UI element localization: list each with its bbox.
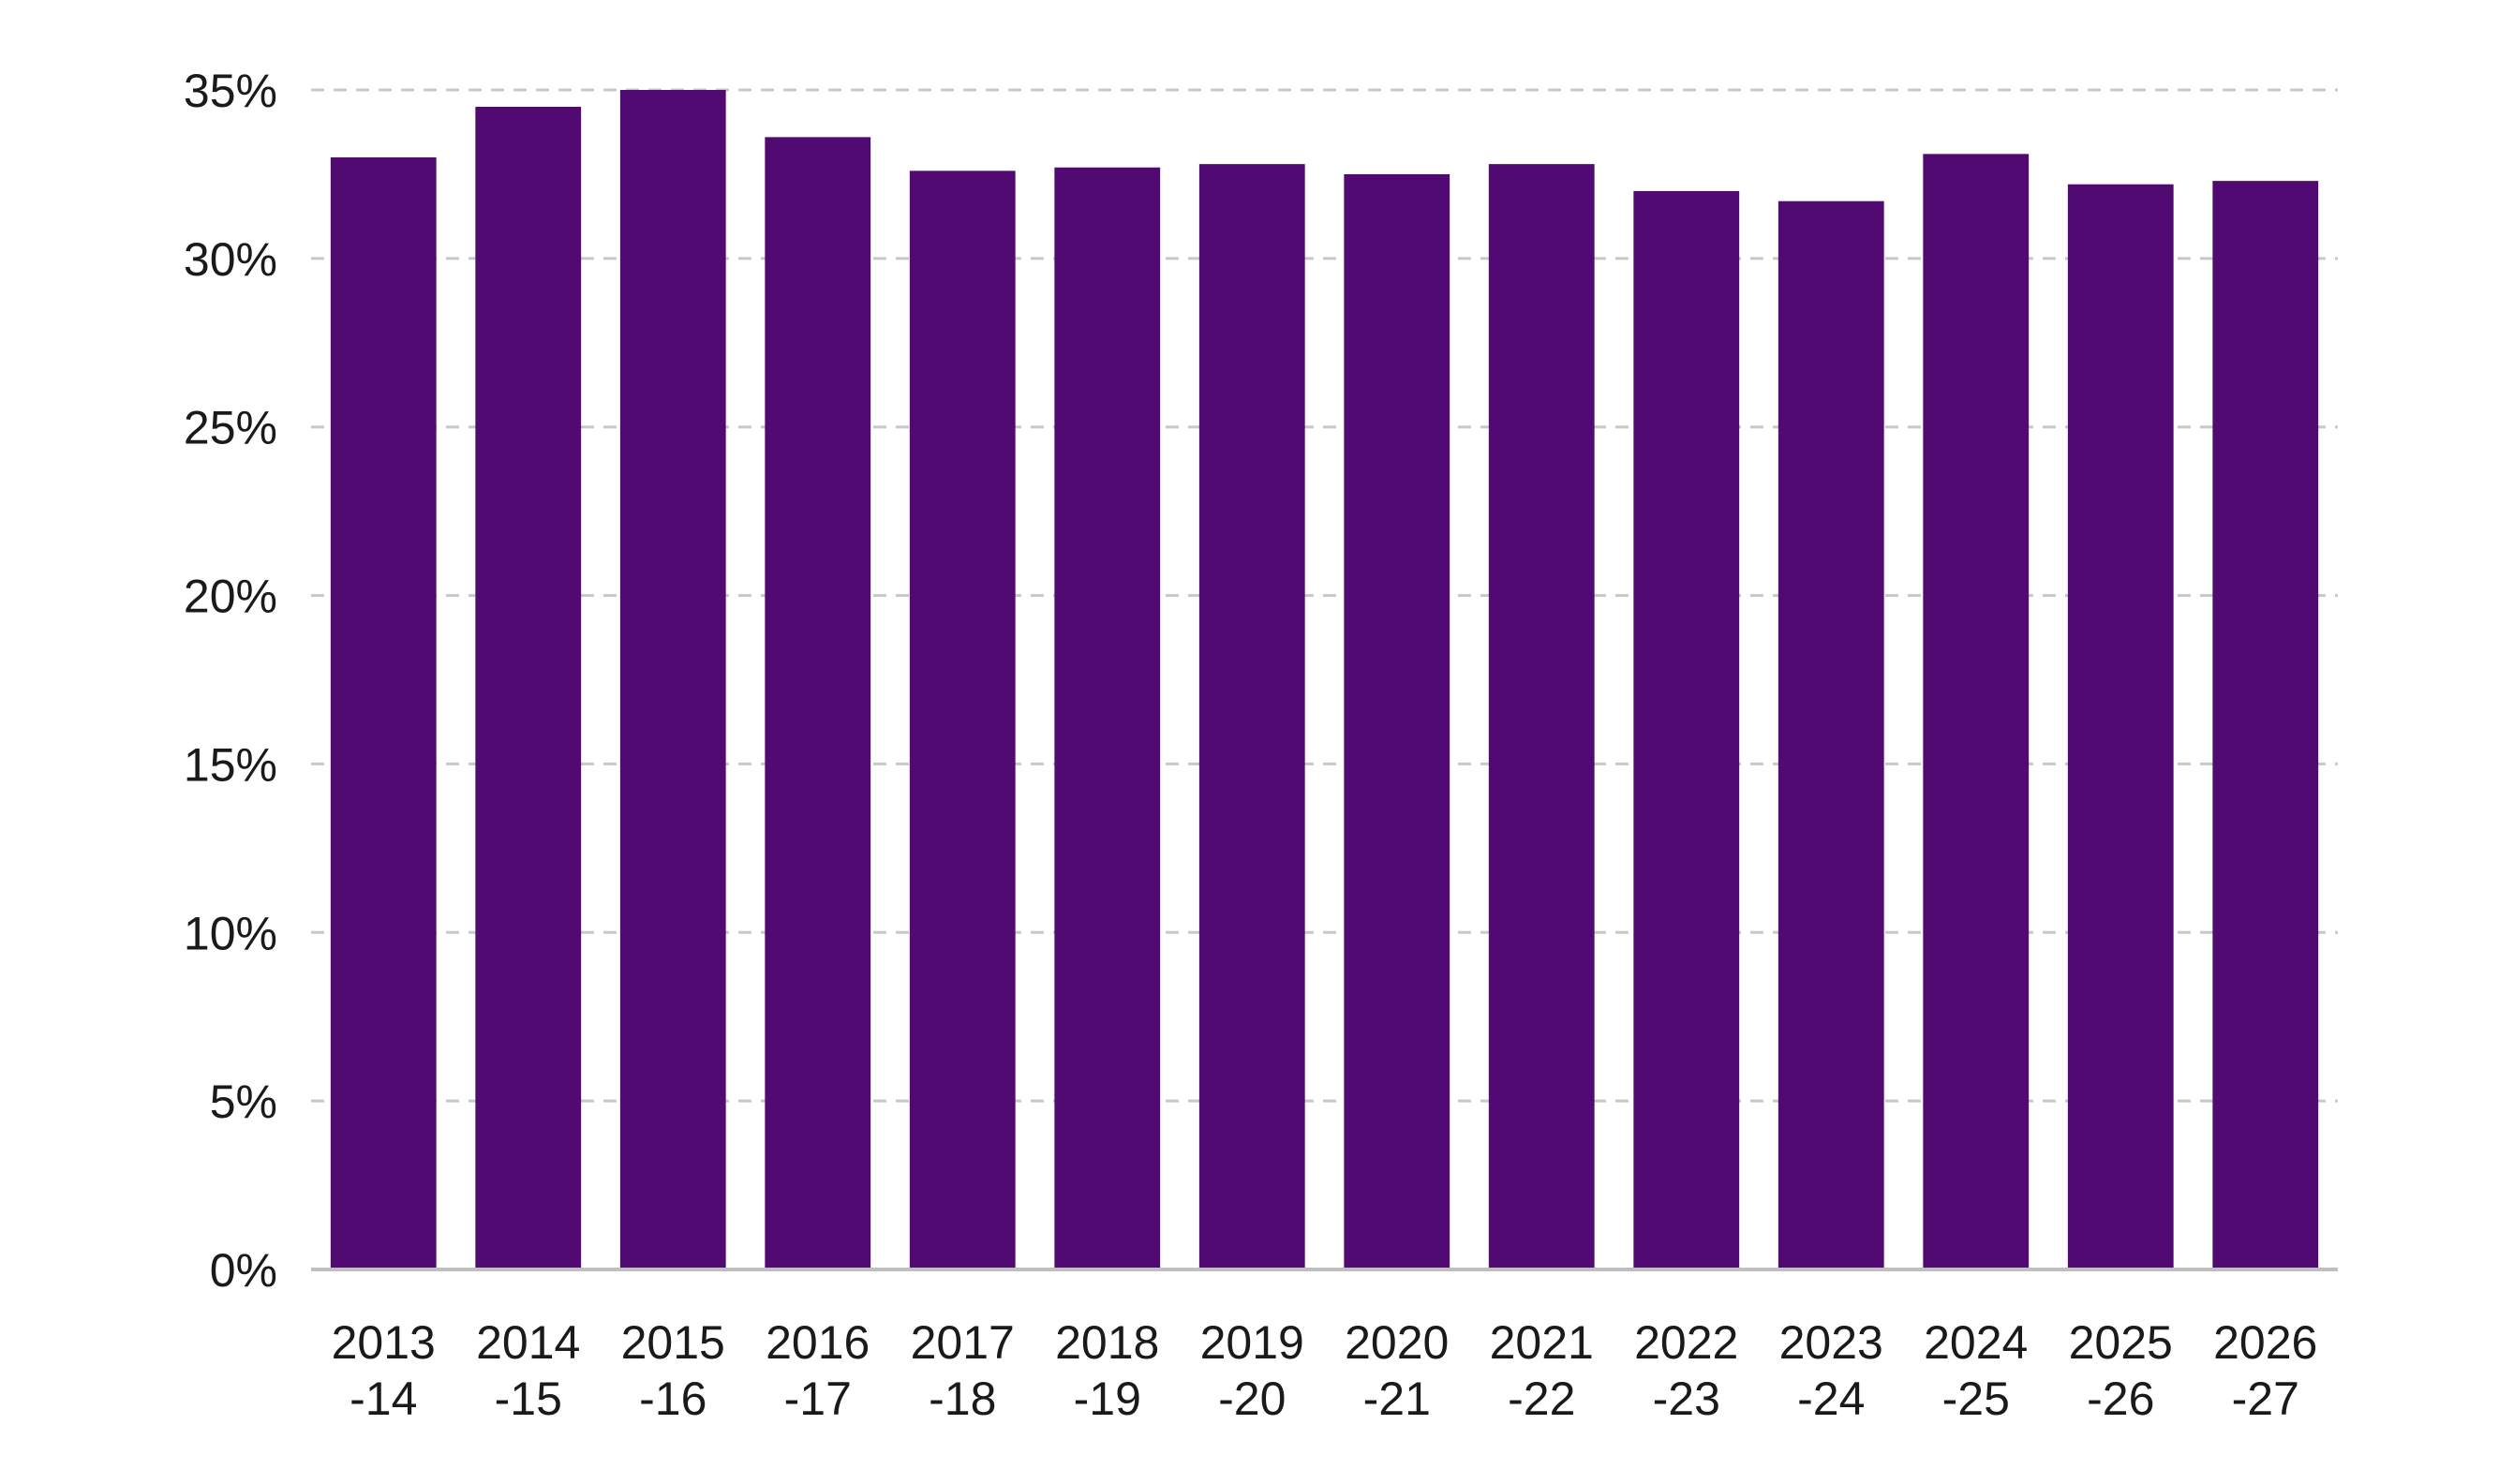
x-tick-label: 2013 -14 [332,1316,436,1425]
bar [619,90,726,1269]
x-tick-label-line: -20 [1218,1373,1286,1425]
bar [1923,154,2030,1270]
x-tick-label-line: -21 [1363,1373,1431,1425]
bar [1198,164,1305,1269]
x-tick-label: 2017 -18 [911,1316,1015,1425]
x-tick-label: 2023 -24 [1779,1316,1883,1425]
x-tick-label-line: 2018 [1055,1316,1159,1369]
bar [330,156,437,1269]
y-tick-label: 5% [210,1076,277,1128]
x-tick-label: 2014 -15 [476,1316,580,1425]
x-tick-label-line: -27 [2232,1373,2299,1425]
x-tick-label-line: 2020 [1345,1316,1449,1369]
x-tick-label-line: 2022 [1634,1316,1738,1369]
x-tick-label-line: -15 [495,1373,562,1425]
x-tick-label-line: 2016 [766,1316,870,1369]
x-tick-label-line: -18 [929,1373,996,1425]
x-tick-label-line: -26 [2087,1373,2154,1425]
y-tick-label: 15% [184,738,277,791]
bar [2067,184,2174,1270]
y-tick-label: 20% [184,571,277,623]
bar [1778,200,1884,1270]
x-tick-label: 2021 -22 [1490,1316,1594,1425]
x-tick-label-line: 2026 [2213,1316,2317,1369]
x-tick-label: 2015 -16 [621,1316,725,1425]
x-tick-label: 2024 -25 [1924,1316,2028,1425]
bar [909,171,1016,1269]
x-tick-label: 2022 -23 [1634,1316,1738,1425]
bar [1054,167,1161,1270]
x-tick-label: 2020 -21 [1345,1316,1449,1425]
x-tick-label-line: -14 [350,1373,417,1425]
x-tick-label-line: -16 [639,1373,707,1425]
x-tick-label: 2019 -20 [1200,1316,1304,1425]
x-tick-label-line: 2015 [621,1316,725,1369]
y-tick-label: 10% [184,907,277,959]
x-tick-label-line: 2024 [1924,1316,2028,1369]
x-tick-label: 2018 -19 [1055,1316,1159,1425]
bar [765,137,871,1270]
x-tick-label-line: 2017 [911,1316,1015,1369]
x-tick-label-line: -25 [1942,1373,2010,1425]
bar [1633,190,1740,1269]
bar [2212,181,2319,1270]
bars [330,90,2319,1270]
y-tick-label: 0% [210,1244,277,1297]
x-tick-label-line: 2023 [1779,1316,1883,1369]
x-tick-label-line: 2021 [1490,1316,1594,1369]
y-tick-label: 25% [184,402,277,454]
y-tick-label: 35% [184,65,277,117]
x-tick-label-line: -24 [1797,1373,1865,1425]
bar [1488,164,1595,1269]
y-tick-label: 30% [184,233,277,286]
tick-labels: 0% 5% 10% 15% 20% 25% 30% 35% 2013 -14 2014 -15 2015… [184,65,2317,1425]
gridlines [311,88,2338,1103]
x-tick-label-line: -22 [1508,1373,1575,1425]
x-tick-label: 2026 -27 [2213,1316,2317,1425]
x-tick-label-line: 2019 [1200,1316,1304,1369]
bar [475,106,582,1269]
x-tick-label-line: 2013 [332,1316,436,1369]
x-tick-label-line: -19 [1074,1373,1141,1425]
x-tick-label-line: -17 [784,1373,852,1425]
x-tick-label: 2016 -17 [766,1316,870,1425]
bar [1344,173,1450,1269]
x-tick-label-line: -23 [1653,1373,1720,1425]
x-tick-label: 2025 -26 [2069,1316,2173,1425]
x-tick-label-line: 2014 [476,1316,580,1369]
x-tick-label-line: 2025 [2069,1316,2173,1369]
